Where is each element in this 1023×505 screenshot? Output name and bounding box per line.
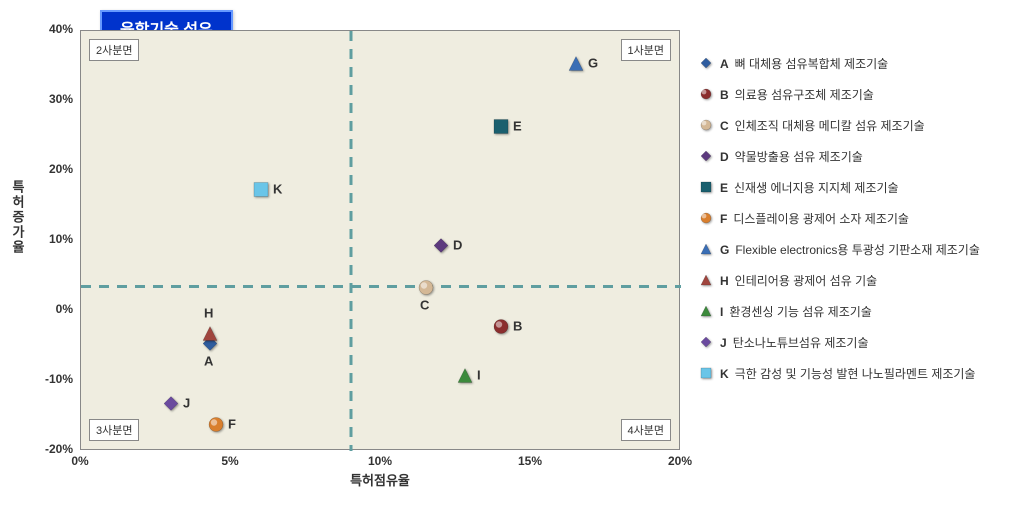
data-point-label: J <box>183 395 190 410</box>
legend-letter: B <box>720 88 729 102</box>
legend-text: 디스플레이용 광제어 소자 제조기술 <box>733 210 909 227</box>
data-point-H: H <box>202 325 218 346</box>
legend-item-A: A 뼈 대체용 섬유복합체 제조기술 <box>700 55 1010 72</box>
x-tick-label: 5% <box>210 454 250 468</box>
data-point-label: H <box>204 305 213 320</box>
legend-item-F: F 디스플레이용 광제어 소자 제조기술 <box>700 210 1010 227</box>
data-point-label: A <box>204 354 213 369</box>
data-point-label: G <box>588 56 598 71</box>
legend-text: Flexible electronics용 투광성 기판소재 제조기술 <box>735 241 980 258</box>
y-tick-label: 30% <box>23 92 73 106</box>
legend-letter: C <box>720 119 729 133</box>
data-point-label: B <box>513 318 522 333</box>
x-tick-label: 20% <box>660 454 700 468</box>
y-tick-label: 20% <box>23 162 73 176</box>
legend-letter: K <box>720 367 729 381</box>
legend-item-C: C 인체조직 대체용 메디칼 섬유 제조기술 <box>700 117 1010 134</box>
legend-text: 환경센싱 기능 섬유 제조기술 <box>729 303 871 320</box>
x-tick-label: 10% <box>360 454 400 468</box>
legend-text: 약물방출용 섬유 제조기술 <box>735 148 863 165</box>
legend-item-K: K 극한 감성 및 기능성 발현 나노필라멘트 제조기술 <box>700 365 1010 382</box>
legend-letter: A <box>720 57 729 71</box>
y-tick-label: 10% <box>23 232 73 246</box>
legend-letter: J <box>720 336 727 350</box>
legend-marker-icon <box>700 212 714 226</box>
plot-area: ABCDEFGHIJK 1사분면2사분면3사분면4사분면 <box>80 30 680 450</box>
data-point-label: F <box>228 416 236 431</box>
legend-marker-icon <box>700 150 714 164</box>
legend-marker-icon <box>700 181 714 195</box>
data-point-B: B <box>493 318 509 339</box>
legend-text: 인테리어용 광제어 섬유 기술 <box>735 272 877 289</box>
legend-item-E: E 신재생 에너지용 지지체 제조기술 <box>700 179 1010 196</box>
legend-letter: G <box>720 243 729 257</box>
legend-item-D: D 약물방출용 섬유 제조기술 <box>700 148 1010 165</box>
data-point-F: F <box>208 416 224 437</box>
legend-text: 인체조직 대체용 메디칼 섬유 제조기술 <box>735 117 925 134</box>
quadrant-label: 1사분면 <box>621 39 671 61</box>
data-point-I: I <box>457 367 473 388</box>
legend-letter: D <box>720 150 729 164</box>
x-axis-label: 특허점유율 <box>80 470 680 489</box>
legend-marker-icon <box>700 274 714 288</box>
data-point-G: G <box>568 56 584 77</box>
legend-item-H: H 인테리어용 광제어 섬유 기술 <box>700 272 1010 289</box>
legend-text: 의료용 섬유구조체 제조기술 <box>735 86 874 103</box>
legend-marker-icon <box>700 367 714 381</box>
y-tick-label: 0% <box>23 302 73 316</box>
chart-container: 융합기술 섬유 특허증가율 ABCDEFGHIJK 1사분면2사분면3사분면4사… <box>0 0 1023 505</box>
quadrant-label: 3사분면 <box>89 419 139 441</box>
legend-item-J: J 탄소나노튜브섬유 제조기술 <box>700 334 1010 351</box>
data-point-J: J <box>163 395 179 416</box>
data-point-label: E <box>513 119 522 134</box>
data-point-label: D <box>453 238 462 253</box>
legend-marker-icon <box>700 243 714 257</box>
x-tick-label: 0% <box>60 454 100 468</box>
legend-marker-icon <box>700 88 714 102</box>
legend-letter: H <box>720 274 729 288</box>
data-point-C: C <box>418 280 434 301</box>
legend-item-I: I 환경센싱 기능 섬유 제조기술 <box>700 303 1010 320</box>
data-point-E: E <box>493 119 509 140</box>
legend-marker-icon <box>700 119 714 133</box>
legend: A 뼈 대체용 섬유복합체 제조기술 B 의료용 섬유구조체 제조기술 C 인체조직 대체… <box>700 55 1010 396</box>
data-point-label: I <box>477 367 481 382</box>
y-tick-label: -10% <box>23 372 73 386</box>
legend-text: 탄소나노튜브섬유 제조기술 <box>733 334 869 351</box>
legend-text: 신재생 에너지용 지지체 제조기술 <box>734 179 899 196</box>
data-point-K: K <box>253 182 269 203</box>
legend-text: 뼈 대체용 섬유복합체 제조기술 <box>735 55 889 72</box>
y-tick-label: 40% <box>23 22 73 36</box>
x-tick-label: 15% <box>510 454 550 468</box>
legend-marker-icon <box>700 57 714 71</box>
data-point-D: D <box>433 238 449 259</box>
legend-item-G: G Flexible electronics용 투광성 기판소재 제조기술 <box>700 241 1010 258</box>
data-point-label: C <box>420 298 429 313</box>
legend-letter: E <box>720 181 728 195</box>
legend-letter: I <box>720 305 723 319</box>
legend-marker-icon <box>700 305 714 319</box>
quadrant-label: 2사분면 <box>89 39 139 61</box>
legend-marker-icon <box>700 336 714 350</box>
legend-text: 극한 감성 및 기능성 발현 나노필라멘트 제조기술 <box>735 365 976 382</box>
plot-svg <box>81 31 681 451</box>
quadrant-label: 4사분면 <box>621 419 671 441</box>
legend-item-B: B 의료용 섬유구조체 제조기술 <box>700 86 1010 103</box>
legend-letter: F <box>720 212 727 226</box>
data-point-label: K <box>273 182 282 197</box>
